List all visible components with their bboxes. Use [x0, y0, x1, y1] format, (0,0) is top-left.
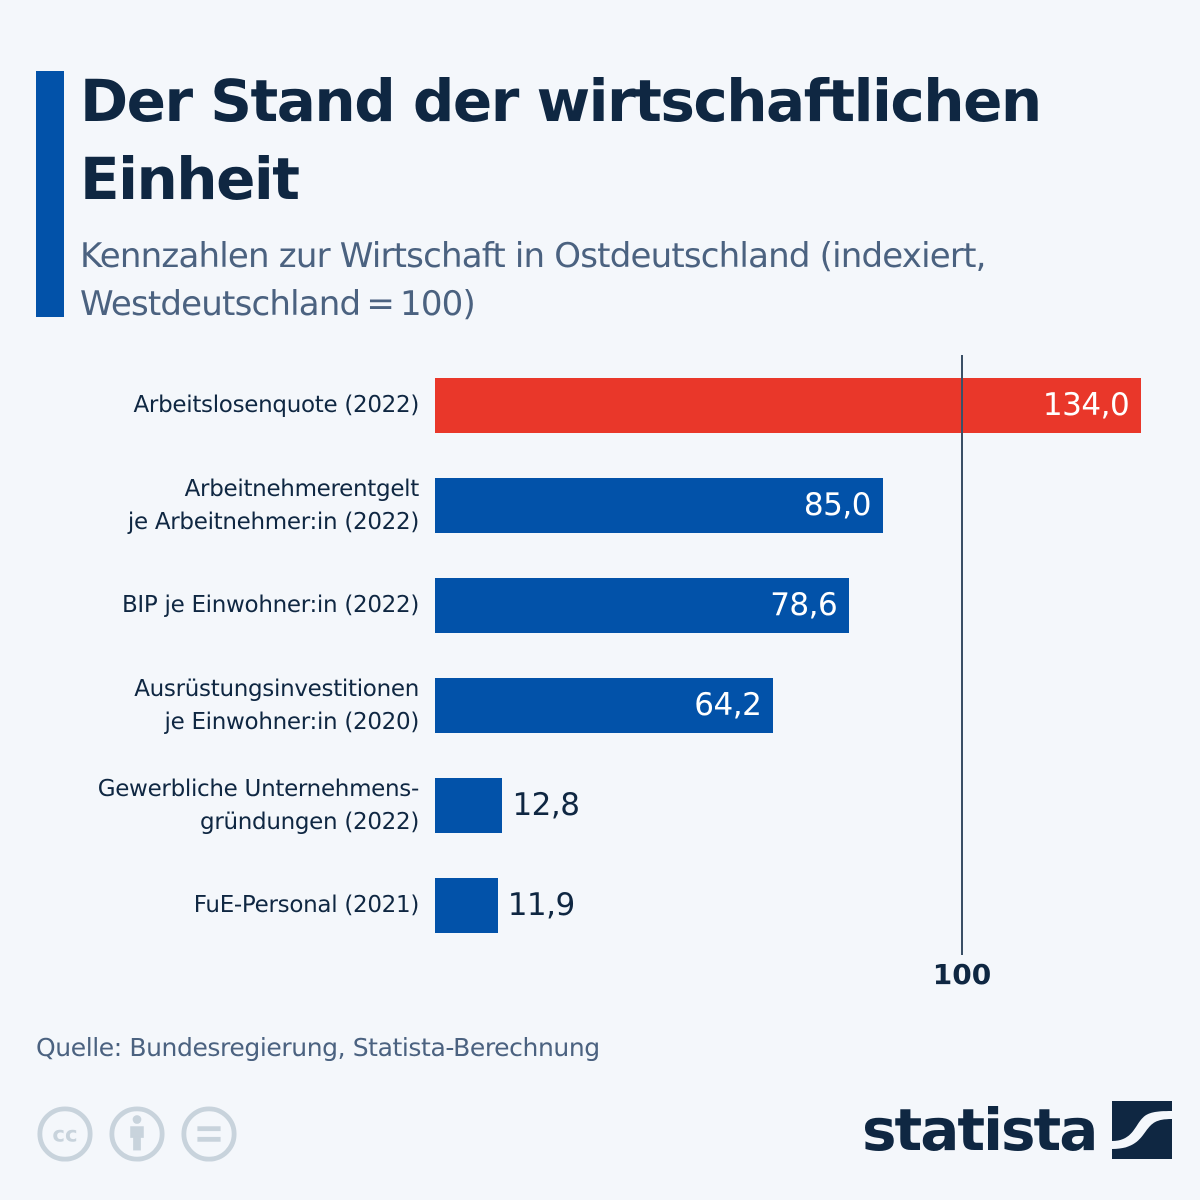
bar[interactable] — [435, 478, 883, 533]
title-accent-bar — [36, 71, 64, 317]
category-label-line: Arbeitslosenquote (2022) — [133, 392, 419, 418]
category-label: Arbeitslosenquote (2022) — [0, 389, 419, 422]
category-label-line: je Arbeitnehmer:in (2022) — [127, 508, 419, 535]
no-derivatives-icon[interactable] — [180, 1105, 238, 1163]
bar[interactable] — [435, 678, 774, 733]
svg-text:cc: cc — [52, 1123, 77, 1148]
chart-subtitle: Kennzahlen zur Wirtschaft in Ostdeutschl… — [80, 236, 986, 324]
category-label: Arbeitnehmerentgelt je Arbeitnehmer:in (2… — [0, 473, 419, 539]
value-label: 64,2 — [694, 687, 762, 723]
category-label-line: je Einwohner:in (2020) — [164, 708, 420, 735]
category-label: Ausrüstungsinvestitionen je Einwohner:in … — [0, 673, 419, 739]
category-label-line: BIP je Einwohner:in (2022) — [121, 592, 419, 618]
bar[interactable] — [435, 778, 503, 833]
category-label-line: Arbeitnehmerentgelt — [184, 475, 420, 502]
logo-wordmark: statista — [862, 1096, 1098, 1164]
category-label-line: gründungen (2022) — [200, 808, 419, 835]
attribution-icon[interactable] — [108, 1105, 166, 1163]
value-label: 11,9 — [507, 887, 576, 923]
category-label-line: FuE-Personal (2021) — [193, 892, 420, 918]
chart-title: Der Stand der wirtschaftlichen Einheit — [80, 67, 1042, 213]
value-label: 78,6 — [770, 587, 838, 623]
bar[interactable] — [435, 578, 850, 633]
category-label: Gewerbliche Unternehmens-gründungen (202… — [0, 773, 420, 839]
bar[interactable] — [435, 378, 1142, 433]
value-label: 134,0 — [1042, 387, 1130, 423]
category-label: FuE-Personal (2021) — [0, 889, 420, 922]
category-label-line: Ausrüstungsinvestitionen — [134, 675, 419, 702]
license-icons: cc — [36, 1105, 238, 1163]
reference-tick-label: 100 — [932, 958, 992, 991]
cc-icon[interactable]: cc — [36, 1105, 94, 1163]
source-note: Quelle: Bundesregierung, Statista-Berech… — [36, 1033, 600, 1062]
category-label: BIP je Einwohner:in (2022) — [0, 589, 419, 622]
statista-logo[interactable]: statista — [862, 1095, 1173, 1165]
bar[interactable] — [435, 878, 498, 933]
statista-logo-icon — [1112, 1101, 1173, 1159]
value-label: 85,0 — [803, 487, 872, 523]
value-label: 12,8 — [512, 787, 580, 823]
reference-line — [961, 355, 963, 955]
category-label-line: Gewerbliche Unternehmens- — [97, 775, 420, 802]
